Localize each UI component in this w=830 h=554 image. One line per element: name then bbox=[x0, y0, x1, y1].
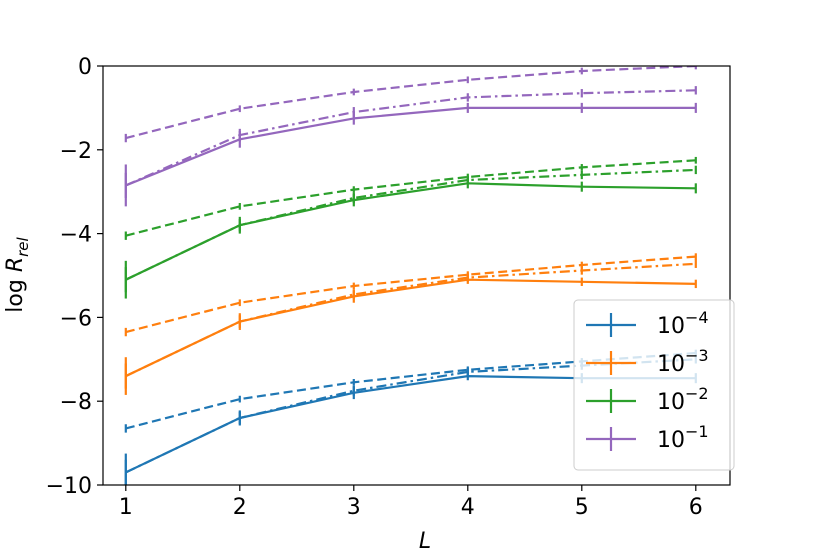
legend-label: 10−2 bbox=[657, 384, 709, 415]
y-tick-label: 0 bbox=[78, 55, 92, 80]
y-tick-label: −8 bbox=[60, 390, 92, 415]
y-tick-label: −4 bbox=[60, 223, 92, 248]
y-tick-label: −2 bbox=[60, 139, 92, 164]
x-axis-ticks: 1 2 3 4 5 6 bbox=[119, 485, 703, 520]
y-tick-label: −6 bbox=[60, 306, 92, 331]
series-1e-1-dashdot bbox=[124, 86, 697, 198]
series-line bbox=[125, 89, 696, 187]
x-tick-label: 6 bbox=[689, 495, 703, 520]
series-line bbox=[125, 168, 696, 281]
series-1e-2-dashdot bbox=[124, 165, 697, 293]
legend-entry: 10−1 bbox=[586, 422, 709, 453]
series-line bbox=[125, 255, 696, 334]
x-tick-label: 1 bbox=[119, 495, 133, 520]
legend-label: 10−4 bbox=[657, 308, 709, 339]
legend-entry: 10−4 bbox=[586, 308, 709, 339]
series-1e-3-dashed bbox=[124, 253, 697, 337]
series-line bbox=[125, 182, 696, 281]
series-line bbox=[125, 66, 696, 140]
legend-entry: 10−3 bbox=[586, 346, 709, 377]
series-1e-1-dashed bbox=[124, 66, 697, 143]
series-line bbox=[125, 106, 696, 187]
x-tick-label: 4 bbox=[461, 495, 475, 520]
legend-label: 10−3 bbox=[657, 346, 709, 377]
legend: 10−4 10−3 10−2 10−1 bbox=[573, 299, 735, 471]
x-tick-label: 5 bbox=[575, 495, 589, 520]
x-tick-label: 3 bbox=[347, 495, 361, 520]
x-tick-label: 2 bbox=[233, 495, 247, 520]
legend-label: 10−1 bbox=[657, 422, 709, 453]
y-axis-label: log Rrel bbox=[3, 236, 32, 312]
series-1e-2-dashed bbox=[124, 156, 697, 240]
y-tick-label: −10 bbox=[46, 474, 92, 499]
x-axis-label: L bbox=[419, 529, 431, 554]
series-line bbox=[125, 159, 696, 237]
legend-entry: 10−2 bbox=[586, 384, 709, 415]
series-line bbox=[125, 262, 696, 378]
y-axis-ticks: 0 −2 −4 −6 −8 −10 bbox=[46, 55, 103, 499]
plot-frame bbox=[102, 65, 731, 486]
legend-box bbox=[573, 299, 735, 471]
